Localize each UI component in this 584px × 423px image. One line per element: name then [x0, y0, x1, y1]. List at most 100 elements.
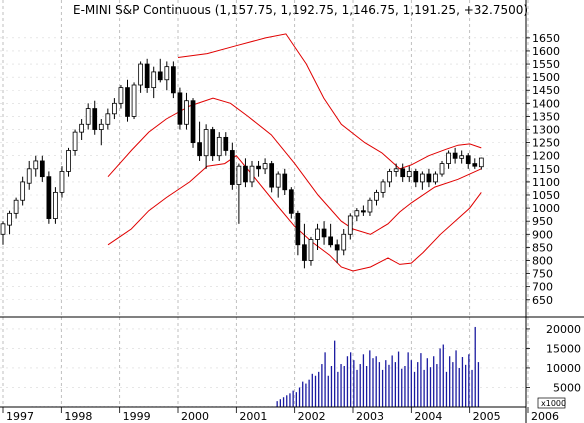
- candle-body: [380, 181, 386, 193]
- price-tick-label: 900: [532, 228, 553, 241]
- x-tick-label: 2000: [181, 410, 209, 423]
- price-tick-label: 1500: [532, 71, 560, 84]
- candle-body: [446, 152, 451, 164]
- candle-body: [361, 210, 366, 213]
- price-tick-label: 850: [532, 241, 553, 254]
- candle-body: [210, 129, 216, 157]
- candle-body: [59, 171, 65, 193]
- candle-body: [374, 191, 379, 201]
- candle-body: [216, 136, 222, 157]
- candle-body: [131, 84, 137, 117]
- candle-body: [400, 168, 406, 178]
- candle-body: [144, 63, 150, 89]
- price-tick-label: 1300: [532, 124, 560, 137]
- x-tick-label: 1999: [123, 410, 151, 423]
- candle-body: [354, 210, 360, 217]
- price-tick-label: 750: [532, 268, 553, 281]
- x-tick-label: 2006: [531, 410, 559, 423]
- volume-gridlines: [0, 317, 529, 407]
- candle-body: [243, 165, 248, 183]
- candle-body: [98, 123, 104, 130]
- price-tick-label: 1250: [532, 137, 560, 150]
- candle-body: [112, 102, 117, 115]
- price-tick-label: 1150: [532, 163, 560, 176]
- price-axis-ticks: 6507007508008509009501000105011001150120…: [526, 32, 560, 307]
- candle-body: [472, 163, 478, 167]
- candle-body: [236, 165, 242, 185]
- x-tick-label: 2005: [473, 410, 501, 423]
- candle-body: [53, 191, 58, 219]
- candle-body: [7, 212, 12, 226]
- candle-body: [459, 155, 465, 159]
- candle-body: [308, 239, 314, 261]
- candle-body: [118, 87, 124, 104]
- candle-body: [302, 244, 307, 261]
- candle-body: [138, 63, 143, 86]
- unit-label-box: [537, 397, 566, 409]
- candle-body: [105, 113, 111, 125]
- x-tick-label: 2002: [298, 410, 326, 423]
- volume-tick-label: 15000: [546, 342, 581, 355]
- candle-body: [151, 71, 157, 89]
- x-tick-label: 2001: [239, 410, 267, 423]
- volume-bars: [31, 326, 480, 407]
- candle-body: [315, 228, 320, 240]
- candle-body: [413, 171, 419, 183]
- price-tick-label: 1400: [532, 97, 560, 110]
- volume-tick-label: 5000: [553, 381, 581, 394]
- bollinger-bands: [107, 33, 482, 272]
- candle-body: [439, 163, 445, 175]
- candle-body: [85, 108, 91, 125]
- candle-body: [223, 136, 229, 151]
- candle-body: [387, 171, 392, 183]
- candle-body: [288, 189, 294, 214]
- price-tick-label: 1050: [532, 189, 560, 202]
- candle-body: [13, 199, 19, 214]
- volume-tick-label: 10000: [546, 362, 581, 375]
- price-tick-label: 1000: [532, 202, 560, 215]
- candle-body: [419, 173, 425, 183]
- x-tick-label: 1997: [6, 410, 34, 423]
- candle-body: [229, 150, 235, 185]
- candle-body: [321, 228, 327, 238]
- candle-body: [33, 160, 39, 170]
- price-tick-label: 1450: [532, 84, 560, 97]
- candle-body: [190, 100, 196, 144]
- candle-body: [433, 173, 438, 183]
- candle-body: [79, 123, 84, 133]
- x-axis-ticks: 1997 1998 1999 2000 2001 2002 2003 2004 2005 2006: [2, 407, 559, 423]
- candle-body: [92, 108, 98, 130]
- x-tick-label: 2003: [356, 410, 384, 423]
- price-tick-label: 800: [532, 254, 553, 267]
- candle-body: [282, 173, 288, 191]
- candle-body: [478, 157, 484, 168]
- candle-body: [46, 176, 52, 219]
- price-tick-label: 1550: [532, 58, 560, 71]
- candle-body: [262, 163, 268, 170]
- volume-axis-ticks: 5000 10000 15000 20000: [526, 323, 581, 394]
- candle-body: [66, 150, 71, 172]
- volume-tick-label: 20000: [546, 323, 581, 336]
- candlestick-series: [0, 58, 484, 269]
- candle-body: [328, 236, 333, 246]
- candle-body: [203, 129, 209, 157]
- price-tick-label: 1100: [532, 176, 560, 189]
- price-gridlines: [0, 0, 529, 317]
- candle-body: [164, 66, 170, 81]
- candle-body: [26, 168, 32, 184]
- price-tick-label: 1350: [532, 110, 560, 123]
- candle-body: [256, 165, 261, 170]
- price-tick-label: 650: [532, 294, 553, 307]
- candle-body: [125, 87, 130, 117]
- band-middle-line: [107, 97, 482, 235]
- candle-body: [184, 100, 189, 125]
- candle-body: [347, 215, 353, 235]
- band-lower-line: [107, 155, 482, 272]
- price-tick-label: 1600: [532, 45, 560, 58]
- candle-body: [452, 152, 458, 159]
- candle-body: [20, 181, 26, 201]
- candle-body: [367, 199, 373, 213]
- candle-body: [295, 212, 301, 246]
- candle-body: [465, 155, 471, 164]
